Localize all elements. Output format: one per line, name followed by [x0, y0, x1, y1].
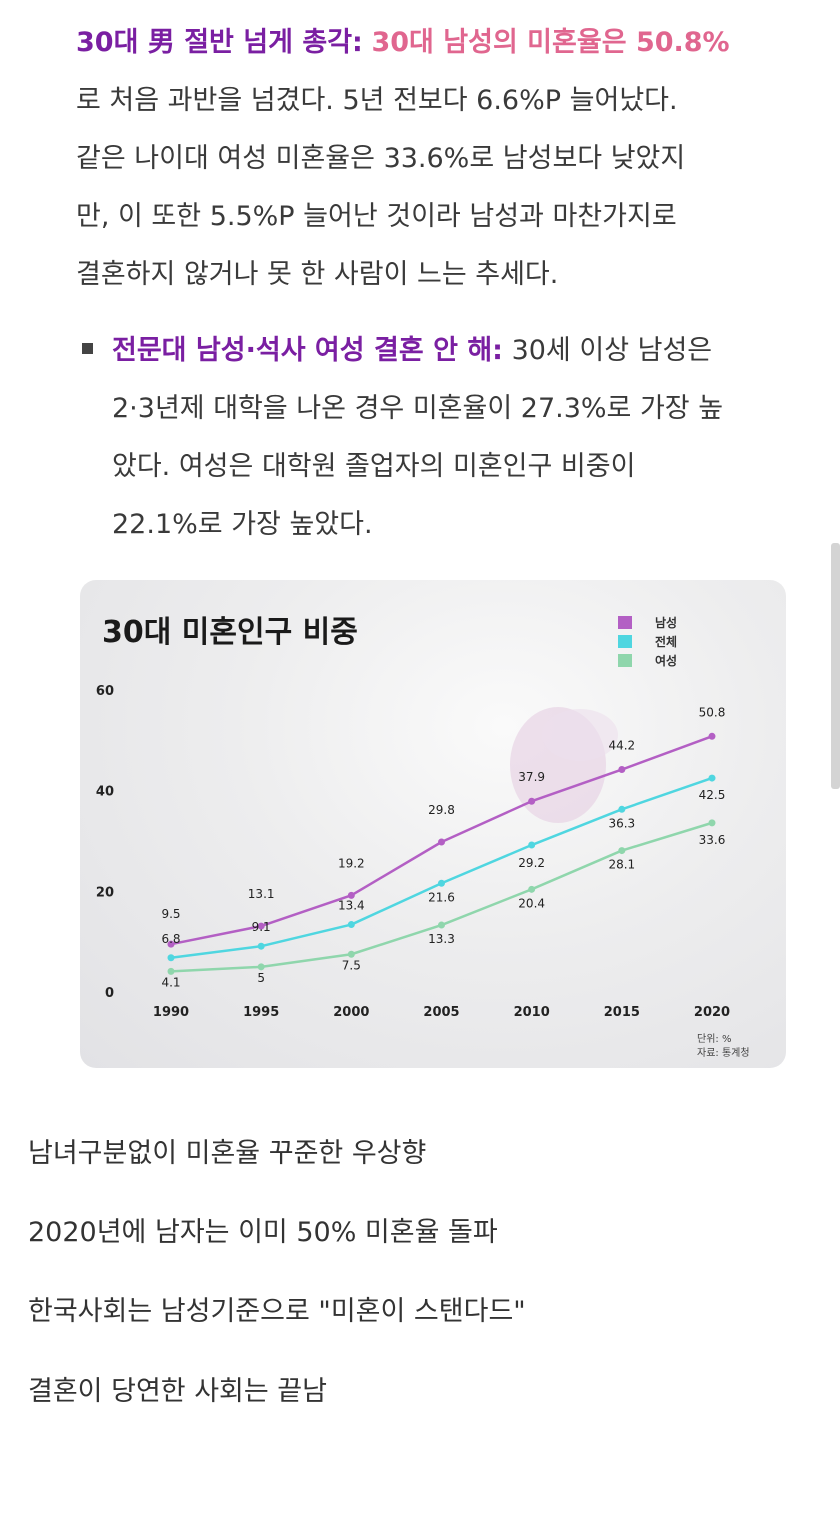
paragraph-1-line: 결혼하지 않거나 못 한 사람이 느는 추세다.: [76, 259, 559, 290]
x-tick-label: 1990: [153, 1005, 189, 1020]
paragraph-1-line: 로 처음 과반을 넘겼다. 5년 전보다 6.6%P 늘어났다.: [76, 85, 678, 116]
x-tick-label: 2010: [514, 1005, 550, 1020]
data-point: [167, 954, 175, 962]
x-tick-label: 1995: [243, 1005, 279, 1020]
chart-title: 30대 미혼인구 비중: [102, 615, 358, 650]
data-label: 44.2: [608, 739, 635, 753]
data-label: 13.1: [248, 887, 275, 901]
data-point: [438, 879, 445, 887]
data-label: 4.1: [161, 975, 180, 989]
paragraph-2-first: 30세 이상 남성은: [511, 335, 713, 366]
y-tick-label: 0: [105, 986, 114, 1001]
data-label: 20.4: [518, 896, 545, 910]
paragraph-1-line: 같은 나이대 여성 미혼율은 33.6%로 남성보다 낮았지: [76, 143, 686, 174]
data-point: [618, 847, 626, 855]
article-paragraph-1: 30대 男 절반 넘게 총각: 30대 남성의 미혼율은 50.8% 로 처음 …: [76, 14, 776, 304]
data-label: 7.5: [342, 958, 361, 972]
comment-line: 한국사회는 남성기준으로 "미혼이 스탠다드": [28, 1296, 526, 1327]
x-tick-label: 2015: [604, 1005, 640, 1020]
bullet-square-icon: [82, 343, 93, 354]
data-label: 9.5: [161, 907, 180, 921]
data-point: [528, 885, 536, 893]
data-point: [257, 942, 265, 950]
footnote-unit: 단위: %: [697, 1032, 731, 1045]
data-label: 9.1: [252, 920, 271, 934]
legend-label: 여성: [655, 653, 677, 668]
data-label: 21.6: [428, 890, 455, 904]
legend-swatch: [618, 654, 632, 667]
data-point: [708, 774, 716, 782]
comment-line: 2020년에 남자는 이미 50% 미혼율 돌파: [28, 1217, 498, 1248]
data-point: [347, 950, 355, 958]
x-tick-label: 2000: [333, 1005, 369, 1020]
data-point: [528, 797, 536, 805]
data-point: [257, 963, 265, 971]
data-label: 5: [257, 971, 265, 985]
rose-decoration: [542, 709, 618, 761]
article-paragraph-2: 전문대 남성·석사 여성 결혼 안 해: 30세 이상 남성은 2·3년제 대학…: [112, 322, 792, 554]
data-label: 19.2: [338, 856, 365, 870]
x-tick-label: 2005: [423, 1005, 459, 1020]
footnote-source: 자료: 통계청: [697, 1047, 750, 1059]
data-label: 50.8: [699, 705, 726, 719]
comment-line: 결혼이 당연한 사회는 끝남: [28, 1376, 327, 1407]
paragraph-1-highlight: 30대 남성의 미혼율은 50.8%: [371, 27, 730, 58]
y-tick-label: 40: [96, 785, 114, 800]
paragraph-1-line: 만, 이 또한 5.5%P 늘어난 것이라 남성과 마찬가지로: [76, 201, 677, 232]
data-label: 13.4: [338, 899, 365, 913]
line-chart: 30대 미혼인구 비중 0 20 40 60 1990 1995 2000 2005 2010 20…: [96, 615, 750, 1059]
data-point: [708, 732, 716, 740]
y-tick-label: 20: [96, 885, 114, 900]
legend-swatch: [618, 616, 632, 629]
legend-label: 전체: [655, 634, 677, 649]
data-point: [708, 819, 716, 827]
data-label: 28.1: [608, 858, 635, 872]
legend-swatch: [618, 635, 632, 648]
paragraph-2-line: 2·3년제 대학을 나온 경우 미혼율이 27.3%로 가장 높: [112, 393, 724, 424]
data-label: 29.8: [428, 803, 455, 817]
data-point: [347, 891, 355, 899]
data-point: [528, 841, 536, 849]
data-label: 42.5: [699, 788, 726, 802]
data-point: [167, 940, 175, 948]
chart-card: 30대 미혼인구 비중 0 20 40 60 1990 1995 2000 2005 2010 20…: [80, 580, 786, 1068]
data-label: 33.6: [699, 833, 726, 847]
data-label: 37.9: [518, 770, 545, 784]
y-tick-label: 60: [96, 684, 114, 699]
data-point: [438, 838, 445, 846]
data-label: 36.3: [608, 816, 635, 830]
data-point: [438, 921, 445, 929]
data-point: [347, 921, 355, 929]
comment-line: 남녀구분없이 미혼율 꾸준한 우상향: [28, 1138, 427, 1169]
data-label: 13.3: [428, 932, 455, 946]
data-point: [167, 967, 175, 975]
scrollbar[interactable]: [831, 543, 840, 789]
paragraph-2-lead: 전문대 남성·석사 여성 결혼 안 해:: [112, 335, 503, 366]
data-point: [618, 805, 626, 813]
data-label: 29.2: [518, 856, 545, 870]
x-tick-label: 2020: [694, 1005, 730, 1020]
legend-label: 남성: [655, 615, 677, 630]
paragraph-1-lead: 30대 男 절반 넘게 총각:: [76, 27, 363, 58]
data-label: 6.8: [161, 932, 180, 946]
paragraph-2-line: 았다. 여성은 대학원 졸업자의 미혼인구 비중이: [112, 451, 636, 482]
paragraph-2-line: 22.1%로 가장 높았다.: [112, 509, 373, 540]
data-point: [618, 766, 626, 774]
data-point: [257, 922, 265, 930]
